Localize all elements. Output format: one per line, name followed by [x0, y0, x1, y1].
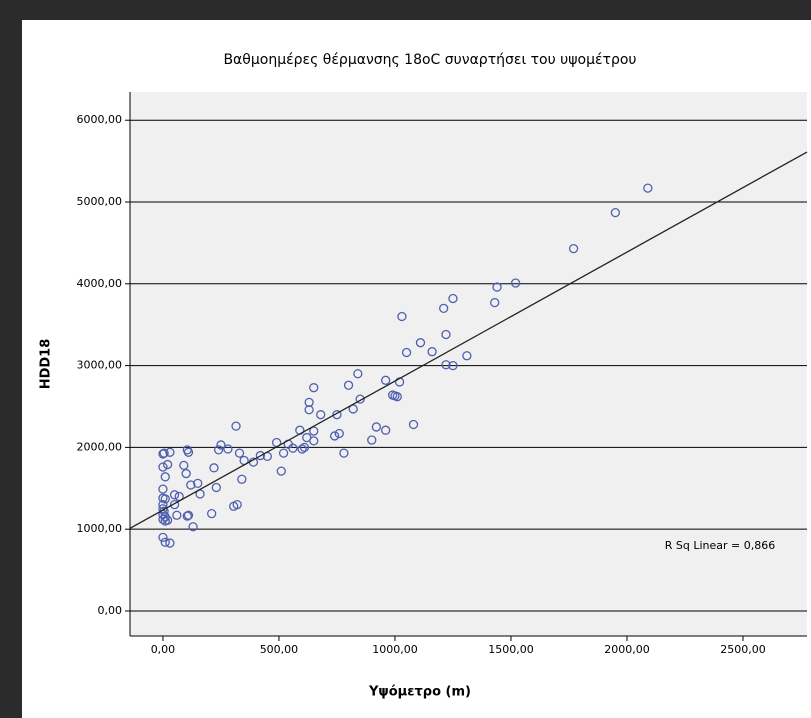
data-point: [643, 183, 653, 193]
data-point: [172, 510, 182, 520]
data-point: [448, 293, 458, 304]
data-point: [158, 484, 168, 494]
data-point: [158, 449, 168, 459]
data-point: [158, 532, 168, 543]
data-point: [339, 448, 349, 458]
data-point: [309, 426, 319, 436]
data-point: [381, 375, 391, 385]
data-point: [329, 431, 340, 441]
data-point: [297, 444, 307, 454]
data-point: [510, 278, 521, 288]
data-point: [162, 515, 173, 525]
data-point: [209, 463, 219, 473]
data-point: [183, 510, 194, 520]
data-point: [299, 442, 310, 453]
data-point: [381, 425, 391, 435]
chart-title: Βαθμοημέρες θέρμανσης 18oC συναρτήσει το…: [223, 52, 636, 68]
data-point: [160, 537, 170, 547]
plot-area: [130, 92, 807, 636]
data-point: [462, 351, 472, 361]
data-point: [160, 472, 170, 482]
data-point: [441, 360, 451, 370]
data-point: [234, 448, 245, 458]
data-point: [448, 360, 458, 371]
data-point: [278, 448, 289, 458]
data-point: [334, 428, 344, 439]
data-point: [213, 445, 224, 455]
data-point: [355, 394, 365, 404]
data-point: [193, 478, 203, 489]
y-tick-label: 5000,00: [77, 195, 123, 208]
data-point: [343, 380, 354, 390]
x-tick-label: 1000,00: [372, 643, 418, 656]
data-point: [568, 243, 579, 254]
y-tick-label: 3000,00: [77, 359, 123, 372]
data-point: [353, 369, 363, 379]
y-tick-label: 6000,00: [77, 113, 123, 126]
data-point: [427, 347, 437, 357]
data-point: [232, 499, 242, 510]
data-point: [441, 329, 451, 340]
data-point: [207, 508, 217, 519]
data-point: [309, 383, 319, 393]
data-point: [309, 436, 319, 446]
data-point: [276, 466, 286, 476]
data-point: [165, 538, 175, 548]
data-point: [332, 410, 342, 420]
data-point: [160, 494, 170, 504]
y-tick-label: 2000,00: [77, 440, 123, 453]
data-point: [316, 410, 326, 420]
data-point: [371, 422, 382, 432]
data-point: [288, 443, 298, 453]
y-tick-label: 1000,00: [77, 522, 123, 535]
data-point: [158, 514, 168, 525]
data-point: [169, 490, 180, 500]
data-point: [223, 444, 233, 454]
x-tick-label: 0,00: [151, 643, 176, 656]
data-point: [397, 311, 407, 322]
data-point: [231, 421, 241, 431]
data-point: [179, 460, 189, 471]
data-point: [237, 474, 247, 484]
annotation: R Sq Linear = 0,866: [665, 539, 776, 552]
data-point: [490, 297, 500, 308]
data-point: [367, 435, 377, 445]
trend-line: [129, 151, 808, 529]
data-point: [165, 447, 175, 457]
data-point: [182, 511, 192, 521]
data-point: [186, 480, 196, 490]
x-tick-label: 2000,00: [604, 643, 650, 656]
x-tick-label: 500,00: [260, 643, 299, 656]
x-tick-label: 2500,00: [720, 643, 766, 656]
x-tick-label: 1500,00: [488, 643, 534, 656]
data-point: [211, 482, 221, 493]
data-point: [610, 207, 621, 218]
data-point: [181, 468, 191, 479]
data-point: [159, 448, 169, 458]
data-point: [169, 499, 180, 510]
data-point: [401, 347, 412, 358]
y-tick-label: 0,00: [98, 604, 123, 617]
y-axis-label: HDD18: [39, 339, 54, 390]
data-point: [415, 338, 426, 348]
data-point: [158, 462, 168, 472]
y-tick-label: 4000,00: [77, 277, 123, 290]
data-point: [408, 419, 419, 430]
data-point: [439, 303, 449, 313]
data-point: [304, 405, 314, 415]
data-point: [216, 440, 226, 450]
x-axis-label: Υψόμετρο (m): [368, 685, 471, 700]
data-point: [162, 459, 173, 470]
data-point: [492, 282, 502, 292]
data-point: [392, 392, 402, 402]
data-point: [183, 447, 194, 457]
data-point: [255, 450, 266, 461]
data-point: [188, 522, 198, 532]
data-point: [158, 499, 168, 510]
